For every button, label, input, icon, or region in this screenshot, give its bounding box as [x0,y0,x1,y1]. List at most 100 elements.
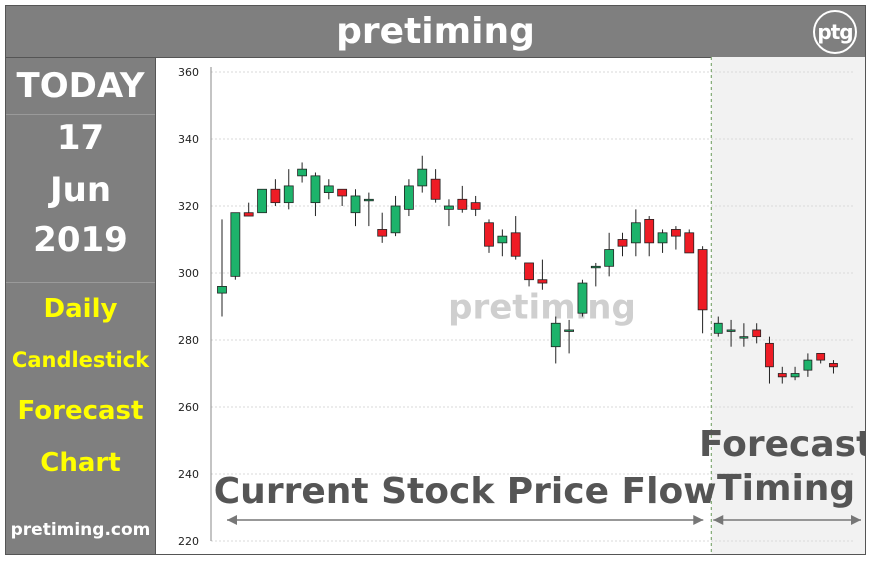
candle-body [765,342,774,368]
forecast-candle [752,323,762,344]
candle-body [713,322,723,334]
candle-body [310,175,321,204]
arrow-head-left [713,515,724,525]
chart-watermark: pretiming [448,288,636,328]
candle-body [510,232,521,257]
history-candle [550,316,561,364]
candle-body [739,336,749,339]
history-candle [524,262,534,287]
candle-body [350,195,361,214]
history-region-label: Current Stock Price Flow [214,471,717,512]
history-candle [217,219,227,317]
desc-daily: Daily [43,294,118,324]
candle-body [604,249,615,267]
history-candle [630,209,641,257]
region-arrows [227,515,861,525]
candle-body [497,235,508,244]
candle-body [564,329,575,332]
candle-body [444,205,454,210]
candle-body [337,188,348,197]
history-candle [510,216,521,260]
y-tick-label: 300 [178,267,199,280]
forecast-candle [816,352,826,364]
y-tick-label: 220 [178,535,199,548]
candle-body [297,168,308,177]
history-candle [270,179,281,206]
candle-body [630,222,641,244]
y-tick-label: 340 [178,133,199,146]
y-tick-labels: 220 240 260 280 300 320 340 360 [178,66,199,548]
candle-body [217,285,227,294]
history-candle [257,188,267,214]
history-candle [590,262,601,287]
candle-body [803,359,813,371]
history-candle [230,212,241,280]
candle-body [697,249,708,311]
candle-body [829,363,838,368]
date-year: 2019 [33,220,128,260]
arrow-head-left [227,515,237,525]
candle-body [390,205,401,234]
candle-body [243,212,254,217]
history-candle [323,179,334,200]
history-candle [671,226,681,250]
history-candle [310,172,321,217]
candle-body [550,322,561,348]
forecast-candle [829,360,838,374]
history-candle [564,319,575,354]
candle-body [590,265,601,269]
site-label: pretiming.com [10,520,151,540]
candle-body [524,262,534,281]
header-bar: pretiming ptg [6,6,865,58]
candle-body [577,282,588,314]
arrow-head-right [693,515,704,525]
candle-body [752,329,762,338]
sidebar-divider [6,282,155,283]
forecast-candle [739,323,749,347]
candle-body [323,185,334,193]
forecast-region-background [711,57,865,554]
history-arrow [227,515,704,525]
today-label: TODAY [6,58,155,115]
history-candle [657,229,668,253]
forecast-region-label-line2: Timing [717,468,855,509]
header-title: pretiming [336,11,535,52]
history-candle [403,179,414,217]
history-candle [577,279,588,317]
history-candle [430,169,441,203]
candlestick-chart: 220 240 260 280 300 320 340 360 pretiming Curre… [178,57,865,554]
candle-body [257,188,267,214]
candle-body [537,279,548,284]
history-candle [617,232,628,257]
history-candle [684,229,695,254]
forecast-candle [713,316,723,337]
history-candle [537,259,548,290]
candle-body [726,329,736,332]
sidebar: TODAY 17 Jun 2019 Daily Candlestick Fore… [6,58,156,554]
candle-body [470,202,481,210]
candle-body [790,373,800,378]
history-candle [644,216,655,257]
candle-body [377,229,388,237]
y-tick-label: 360 [178,66,199,79]
forecast-candle [803,353,813,377]
history-candle [377,212,388,243]
candle-body [617,239,628,247]
history-candle [697,246,708,334]
date-month: Jun [49,170,112,210]
history-candle [484,219,494,253]
history-candle [444,199,454,227]
desc-forecast: Forecast [17,396,144,426]
desc-chart: Chart [40,448,121,478]
history-candle [283,169,294,210]
history-candle [390,195,401,237]
date-day: 17 [56,118,105,158]
history-candle [243,202,254,217]
forecast-candle [777,366,787,384]
desc-candlestick: Candlestick [11,348,150,372]
candle-body [417,168,428,187]
history-candle [350,189,361,227]
candle-body [484,222,494,247]
forecast-candle [726,319,736,347]
y-tick-label: 320 [178,200,199,213]
